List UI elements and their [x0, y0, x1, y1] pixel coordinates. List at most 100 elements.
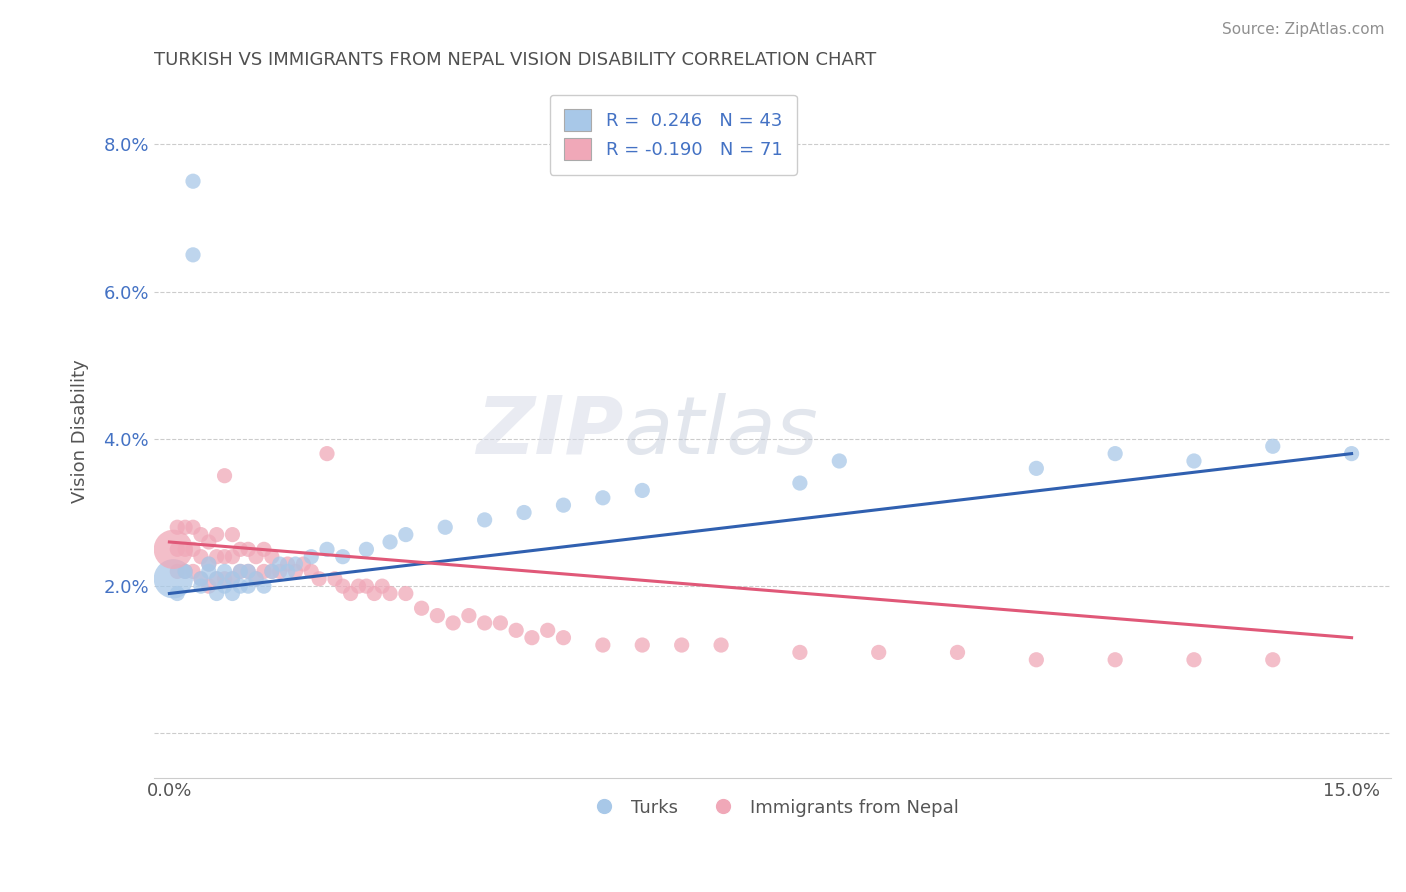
- Point: [205, 586, 228, 600]
- Point: [332, 579, 354, 593]
- Point: [221, 572, 243, 586]
- Point: [323, 572, 346, 586]
- Point: [1025, 653, 1047, 667]
- Point: [946, 645, 969, 659]
- Point: [474, 615, 496, 630]
- Point: [245, 572, 267, 586]
- Point: [1340, 447, 1362, 461]
- Point: [356, 579, 378, 593]
- Point: [197, 579, 219, 593]
- Point: [395, 586, 418, 600]
- Point: [174, 542, 197, 557]
- Point: [710, 638, 733, 652]
- Point: [166, 565, 188, 579]
- Point: [457, 608, 479, 623]
- Point: [238, 565, 260, 579]
- Point: [299, 549, 322, 564]
- Point: [671, 638, 693, 652]
- Point: [363, 586, 385, 600]
- Point: [284, 565, 307, 579]
- Legend: Turks, Immigrants from Nepal: Turks, Immigrants from Nepal: [578, 791, 966, 824]
- Point: [205, 572, 228, 586]
- Point: [260, 565, 283, 579]
- Point: [229, 565, 252, 579]
- Point: [166, 586, 188, 600]
- Text: atlas: atlas: [624, 392, 818, 471]
- Point: [197, 557, 219, 571]
- Point: [174, 520, 197, 534]
- Point: [411, 601, 433, 615]
- Point: [190, 572, 212, 586]
- Point: [205, 549, 228, 564]
- Point: [205, 527, 228, 541]
- Point: [371, 579, 394, 593]
- Point: [229, 565, 252, 579]
- Point: [316, 542, 339, 557]
- Point: [214, 579, 236, 593]
- Point: [197, 565, 219, 579]
- Point: [181, 248, 204, 262]
- Point: [553, 631, 575, 645]
- Point: [1104, 653, 1126, 667]
- Point: [489, 615, 512, 630]
- Point: [1104, 447, 1126, 461]
- Point: [434, 520, 457, 534]
- Point: [308, 572, 330, 586]
- Point: [269, 557, 291, 571]
- Point: [378, 535, 401, 549]
- Point: [238, 579, 260, 593]
- Point: [513, 506, 536, 520]
- Point: [253, 542, 276, 557]
- Point: [260, 565, 283, 579]
- Point: [221, 572, 243, 586]
- Point: [260, 549, 283, 564]
- Point: [181, 174, 204, 188]
- Point: [1261, 653, 1284, 667]
- Point: [1261, 439, 1284, 453]
- Text: TURKISH VS IMMIGRANTS FROM NEPAL VISION DISABILITY CORRELATION CHART: TURKISH VS IMMIGRANTS FROM NEPAL VISION …: [153, 51, 876, 69]
- Point: [347, 579, 370, 593]
- Point: [166, 542, 188, 557]
- Y-axis label: Vision Disability: Vision Disability: [72, 359, 89, 503]
- Point: [197, 557, 219, 571]
- Point: [229, 542, 252, 557]
- Point: [214, 565, 236, 579]
- Point: [229, 579, 252, 593]
- Point: [181, 520, 204, 534]
- Point: [221, 527, 243, 541]
- Point: [631, 483, 654, 498]
- Point: [316, 447, 339, 461]
- Point: [441, 615, 464, 630]
- Point: [537, 624, 560, 638]
- Point: [166, 520, 188, 534]
- Point: [789, 476, 811, 491]
- Point: [277, 565, 299, 579]
- Point: [205, 572, 228, 586]
- Point: [221, 549, 243, 564]
- Point: [553, 498, 575, 512]
- Point: [214, 572, 236, 586]
- Point: [277, 557, 299, 571]
- Point: [162, 542, 184, 557]
- Point: [1025, 461, 1047, 475]
- Point: [426, 608, 449, 623]
- Point: [1182, 454, 1205, 468]
- Point: [592, 638, 614, 652]
- Point: [162, 572, 184, 586]
- Point: [214, 468, 236, 483]
- Point: [868, 645, 890, 659]
- Point: [505, 624, 527, 638]
- Point: [631, 638, 654, 652]
- Point: [474, 513, 496, 527]
- Point: [197, 535, 219, 549]
- Point: [245, 549, 267, 564]
- Point: [339, 586, 361, 600]
- Point: [174, 565, 197, 579]
- Point: [395, 527, 418, 541]
- Point: [181, 565, 204, 579]
- Point: [284, 557, 307, 571]
- Point: [190, 549, 212, 564]
- Point: [828, 454, 851, 468]
- Point: [253, 565, 276, 579]
- Point: [245, 572, 267, 586]
